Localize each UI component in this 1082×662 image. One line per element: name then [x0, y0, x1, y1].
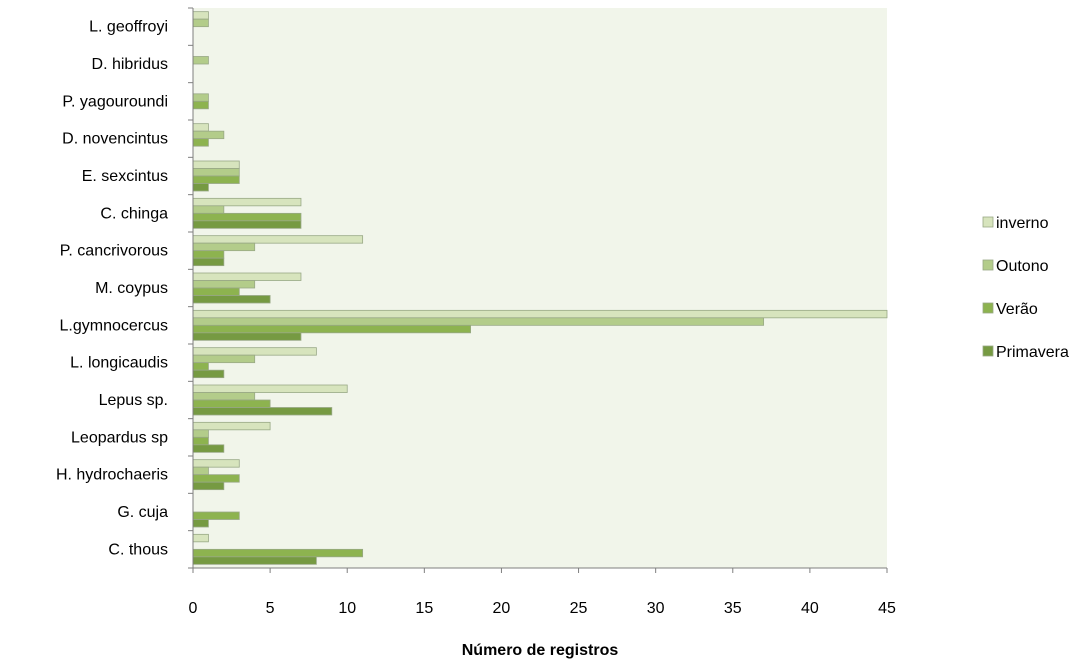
category-label: P. cancrivorous — [60, 243, 168, 260]
bar-verão-13 — [192, 511, 240, 520]
bar-verão-2 — [192, 100, 209, 110]
bar-verão-4 — [192, 175, 240, 184]
bar-outono-6 — [192, 242, 256, 252]
bar-outono-5 — [192, 205, 225, 214]
bar-primavera-14 — [192, 556, 317, 565]
x-tick-labels: 0 5 10 15 20 25 30 35 40 45 — [189, 600, 896, 617]
bar-inverno-4 — [192, 160, 240, 169]
axes-group — [188, 7, 888, 573]
bar-outono-3 — [192, 130, 225, 140]
bar-primavera-9 — [192, 369, 225, 379]
bar-outono-1 — [192, 56, 209, 65]
bar-outono-2 — [192, 93, 209, 102]
x-tick-label: 10 — [338, 600, 356, 617]
bar-verão-8 — [192, 324, 472, 334]
bar-primavera-5 — [192, 220, 302, 229]
x-tick-label: 15 — [415, 600, 433, 617]
bar-verão-7 — [192, 287, 240, 296]
x-tick-label: 5 — [266, 600, 275, 617]
bar-primavera-10 — [192, 407, 333, 416]
category-label: L.gymnocercus — [60, 317, 169, 334]
bar-primavera-6 — [192, 257, 225, 267]
legend-swatch-outono — [982, 259, 994, 271]
legend-label: Primavera — [996, 344, 1069, 361]
legend-swatch-primavera — [982, 345, 994, 357]
category-label: L. longicaudis — [70, 355, 168, 372]
bar-outono-12 — [192, 466, 209, 476]
bar-inverno-10 — [192, 384, 348, 393]
bar-verão-12 — [192, 474, 240, 483]
bar-outono-11 — [192, 429, 209, 438]
x-tick-label: 0 — [189, 600, 198, 617]
bars-group — [192, 11, 888, 565]
bar-outono-9 — [192, 354, 256, 364]
legend-swatch-inverno — [982, 216, 994, 228]
bar-primavera-12 — [192, 481, 225, 491]
category-labels: L. geoffroyi D. hibridus P. yagouroundi D. … — [56, 19, 168, 559]
bar-primavera-7 — [192, 295, 271, 304]
x-tick-label: 25 — [570, 600, 588, 617]
category-label: C. thous — [108, 541, 168, 558]
legend-label: inverno — [996, 215, 1049, 232]
bar-inverno-14 — [192, 533, 209, 543]
bar-outono-7 — [192, 280, 256, 289]
category-label: C. chinga — [100, 205, 168, 222]
bar-primavera-11 — [192, 444, 225, 453]
bar-inverno-0 — [192, 11, 209, 20]
x-tick-label: 30 — [647, 600, 665, 617]
bar-outono-8 — [192, 317, 765, 326]
bar-primavera-8 — [192, 332, 302, 341]
legend-swatch-verão — [982, 302, 994, 314]
legend-label: Verão — [996, 301, 1038, 318]
bar-primavera-4 — [192, 183, 209, 192]
bar-inverno-7 — [192, 272, 302, 281]
category-label: L. geoffroyi — [89, 19, 168, 36]
legend-label: Outono — [996, 258, 1049, 275]
bar-verão-5 — [192, 212, 302, 222]
x-axis-title: Número de registros — [462, 642, 619, 659]
bar-outono-0 — [192, 18, 209, 28]
bar-inverno-5 — [192, 197, 302, 207]
x-tick-label: 40 — [801, 600, 819, 617]
category-label: Lepus sp. — [99, 392, 168, 409]
plot-area — [193, 8, 887, 568]
bar-outono-4 — [192, 168, 240, 177]
bar-verão-3 — [192, 138, 209, 147]
category-label: G. cuja — [117, 504, 168, 521]
category-label: D. novencintus — [62, 131, 168, 148]
bar-verão-9 — [192, 362, 209, 371]
bar-outono-10 — [192, 392, 256, 401]
x-tick-label: 20 — [493, 600, 511, 617]
category-label: P. yagouroundi — [62, 93, 168, 110]
bar-primavera-13 — [192, 519, 209, 528]
category-label: E. sexcintus — [82, 168, 168, 185]
bar-verão-10 — [192, 399, 271, 408]
bar-verão-6 — [192, 250, 225, 259]
bar-inverno-3 — [192, 123, 209, 132]
bar-verão-11 — [192, 436, 209, 446]
bar-inverno-12 — [192, 459, 240, 468]
x-tick-label: 45 — [878, 600, 896, 617]
legend: inverno Outono Verão Primavera — [982, 215, 1069, 361]
bar-inverno-6 — [192, 235, 364, 244]
category-label: H. hydrochaeris — [56, 467, 168, 484]
category-label: D. hibridus — [92, 56, 168, 73]
category-label: Leopardus sp — [71, 429, 168, 446]
bar-inverno-11 — [192, 421, 271, 431]
bar-inverno-8 — [192, 309, 888, 319]
category-label: M. coypus — [95, 280, 168, 297]
bar-verão-14 — [192, 548, 364, 558]
bar-inverno-9 — [192, 347, 317, 356]
x-tick-label: 35 — [724, 600, 742, 617]
